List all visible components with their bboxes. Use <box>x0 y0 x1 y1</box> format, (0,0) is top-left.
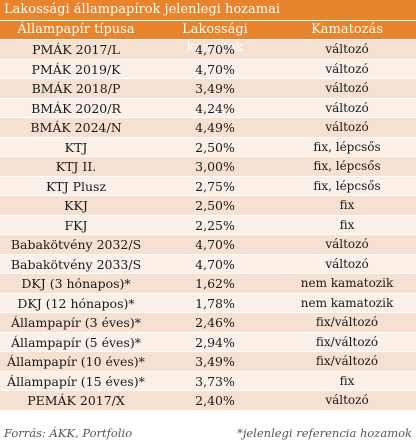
cell-security-name: DKJ (12 hónapos)* <box>17 295 135 311</box>
cell-interest-type: változó <box>325 42 369 56</box>
cell-security-name: PEMÁK 2017/X <box>27 393 125 408</box>
cell-security-name: Állampapír (5 éves)* <box>11 334 141 350</box>
cell-interest-type: változó <box>325 61 369 76</box>
cell-interest-type: fix/változó <box>315 315 379 329</box>
cell-security-name: PMÁK 2019/K <box>31 61 121 77</box>
table-header-row: Állampapír típusa Lakossági kamatok Kama… <box>0 20 416 55</box>
cell-security-name: Állampapír (10 éves)* <box>7 354 145 369</box>
cell-security-name: KTJ Plusz <box>45 178 107 194</box>
cell-interest-type: nem kamatozik <box>300 295 394 310</box>
table-row: Állampapír (5 éves)* 2,94% fix/változó <box>0 331 416 351</box>
header-retail-rates: Lakossági kamatok <box>182 22 248 55</box>
cell-interest-type: fix, lépcsős <box>313 178 381 193</box>
table-row: Állampapír (3 éves)* 2,46% fix/változó <box>0 312 416 332</box>
table-row: KKJ 2,50% fix <box>0 195 416 215</box>
table-footer: Forrás: ÁKK, Portfolio *jelenlegi refere… <box>0 423 416 443</box>
table-row: Babakötvény 2032/S 4,70% változó <box>0 234 416 254</box>
cell-rate: 3,49% <box>195 354 235 369</box>
table-row: KTJ 2,50% fix, lépcsős <box>0 136 416 156</box>
cell-security-name: BMÁK 2020/R <box>31 100 121 116</box>
table-row: DKJ (12 hónapos)* 1,78% nem kamatozik <box>0 292 416 312</box>
table-row: Babakötvény 2033/S 4,70% változó <box>0 253 416 273</box>
table-row: KTJ II. 3,00% fix, lépcsős <box>0 156 416 176</box>
cell-rate: 2,50% <box>195 139 235 155</box>
table-row: Állampapír (10 éves)* 3,49% fix/változó <box>0 351 416 371</box>
cell-interest-type: változó <box>325 256 369 271</box>
table-row: KTJ Plusz 2,75% fix, lépcsős <box>0 175 416 195</box>
cell-rate: 4,70% <box>195 42 235 57</box>
cell-interest-type: fix, lépcsős <box>313 139 381 154</box>
cell-rate: 4,24% <box>195 100 235 116</box>
cell-interest-type: fix <box>339 217 355 232</box>
cell-rate: 3,49% <box>195 81 235 96</box>
cell-security-name: BMÁK 2018/P <box>31 81 121 96</box>
cell-interest-type: változó <box>325 393 369 407</box>
cell-rate: 3,00% <box>195 159 235 174</box>
cell-rate: 2,94% <box>195 334 235 350</box>
cell-security-name: BMÁK 2024/N <box>30 120 122 135</box>
cell-security-name: KTJ II. <box>55 159 97 174</box>
cell-rate: 4,70% <box>195 61 235 77</box>
cell-rate: 4,49% <box>195 120 235 135</box>
cell-interest-type: nem kamatozik <box>300 276 394 290</box>
cell-security-name: FKJ <box>64 217 88 233</box>
cell-security-name: KTJ <box>64 139 88 155</box>
cell-rate: 1,62% <box>195 276 235 291</box>
cell-interest-type: fix, lépcsős <box>313 159 381 173</box>
cell-interest-type: fix <box>339 373 355 388</box>
table-row: BMÁK 2024/N 4,49% változó <box>0 117 416 137</box>
table-row: PMÁK 2019/K 4,70% változó <box>0 58 416 78</box>
cell-security-name: KKJ <box>64 198 88 213</box>
table-body: PMÁK 2017/L 4,70% változó PMÁK 2019/K 4,70% v… <box>0 39 416 410</box>
cell-interest-type: fix <box>339 198 355 212</box>
header-interest-type: Kamatozás <box>311 22 383 37</box>
cell-security-name: PMÁK 2017/L <box>32 42 120 57</box>
cell-interest-type: fix/változó <box>315 334 379 349</box>
table-row: FKJ 2,25% fix <box>0 214 416 234</box>
cell-rate: 4,70% <box>195 256 235 272</box>
cell-security-name: Állampapír (3 éves)* <box>11 315 141 330</box>
table-row: BMÁK 2018/P 3,49% változó <box>0 78 416 98</box>
cell-rate: 4,70% <box>195 237 235 252</box>
source-note: Forrás: ÁKK, Portfolio <box>4 426 133 440</box>
cell-security-name: DKJ (3 hónapos)* <box>21 276 131 291</box>
cell-rate: 2,75% <box>195 178 235 194</box>
cell-interest-type: változó <box>325 120 369 134</box>
cell-rate: 3,73% <box>195 373 235 389</box>
table-row: PMÁK 2017/L 4,70% változó <box>0 39 416 59</box>
header-security-type: Állampapír típusa <box>17 22 135 37</box>
cell-interest-type: fix/változó <box>315 354 379 368</box>
cell-rate: 2,50% <box>195 198 235 213</box>
table-row: DKJ (3 hónapos)* 1,62% nem kamatozik <box>0 273 416 293</box>
cell-interest-type: változó <box>325 100 369 115</box>
table-row: BMÁK 2020/R 4,24% változó <box>0 97 416 117</box>
cell-rate: 2,25% <box>195 217 235 233</box>
cell-interest-type: változó <box>325 81 369 95</box>
reference-note: *jelenlegi referencia hozamok <box>237 426 412 440</box>
cell-security-name: Babakötvény 2032/S <box>10 237 142 252</box>
table-row: Állampapír (15 éves)* 3,73% fix <box>0 370 416 390</box>
cell-security-name: Állampapír (15 éves)* <box>7 373 145 389</box>
cell-security-name: Babakötvény 2033/S <box>10 256 142 272</box>
cell-rate: 2,40% <box>195 393 235 408</box>
cell-interest-type: változó <box>325 237 369 251</box>
cell-rate: 2,46% <box>195 315 235 330</box>
table-title: Lakossági állampapírok jelenlegi hozamai <box>0 0 416 20</box>
table-row: PEMÁK 2017/X 2,40% változó <box>0 390 416 410</box>
cell-rate: 1,78% <box>195 295 235 311</box>
